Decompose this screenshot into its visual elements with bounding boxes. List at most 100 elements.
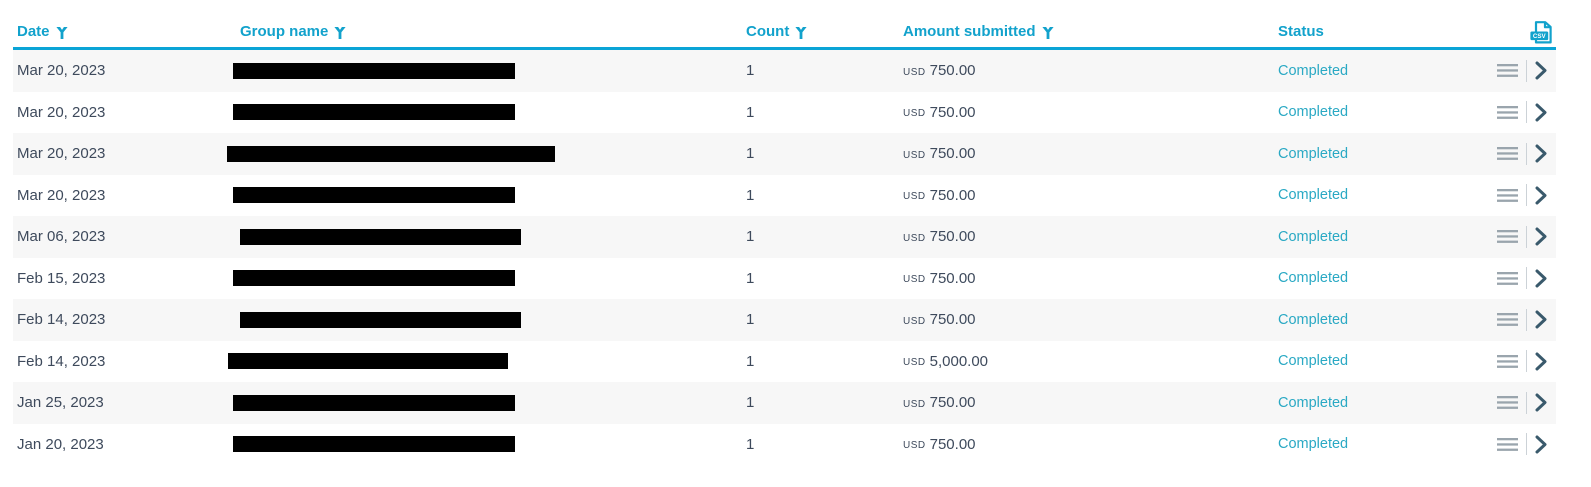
amount-submitted-cell: USD 750.00: [903, 216, 1278, 258]
column-header-count[interactable]: Count: [746, 23, 903, 47]
csv-export-button[interactable]: CSV: [1529, 20, 1553, 45]
filter-icon[interactable]: [795, 26, 807, 39]
amount-submitted-cell: USD 750.00: [903, 92, 1278, 134]
hamburger-menu-icon: [1497, 147, 1518, 161]
count-value: 1: [746, 103, 755, 121]
row-menu-button[interactable]: [1497, 146, 1518, 161]
group-name-cell: [233, 382, 746, 424]
date-cell: Mar 20, 2023: [13, 50, 240, 92]
filter-icon[interactable]: [334, 26, 346, 39]
row-expand-button[interactable]: [1535, 435, 1547, 454]
row-menu-button[interactable]: [1497, 437, 1518, 452]
chevron-right-icon: [1535, 352, 1547, 371]
redacted-group-name: [227, 145, 555, 162]
redacted-group-name: [233, 394, 515, 411]
currency-label: USD: [903, 357, 926, 369]
amount-submitted-cell: USD 750.00: [903, 258, 1278, 300]
status-cell: Completed: [1278, 382, 1460, 424]
row-menu-button[interactable]: [1497, 312, 1518, 327]
count-value: 1: [746, 394, 755, 412]
table-row: Jan 25, 2023 1 USD 750.00 Completed: [13, 382, 1556, 424]
filter-icon[interactable]: [55, 26, 68, 39]
row-expand-button[interactable]: [1535, 61, 1547, 80]
date-cell: Mar 20, 2023: [13, 175, 240, 217]
action-divider: [1526, 308, 1527, 331]
row-menu-button[interactable]: [1497, 271, 1518, 286]
status-cell: Completed: [1278, 258, 1460, 300]
chevron-right-icon: [1535, 227, 1547, 246]
date-value: Mar 20, 2023: [17, 62, 106, 80]
date-value: Mar 20, 2023: [17, 186, 106, 204]
count-cell: 1: [746, 133, 903, 175]
date-value: Feb 15, 2023: [17, 269, 106, 287]
status-badge: Completed: [1278, 104, 1349, 121]
group-name-cell: [240, 299, 746, 341]
amount-value: 750.00: [929, 228, 976, 246]
redacted-group-name: [233, 104, 515, 121]
hamburger-menu-icon: [1497, 271, 1518, 285]
column-header-group-name[interactable]: Group name: [240, 23, 746, 47]
amount-submitted-cell: USD 750.00: [903, 382, 1278, 424]
count-value: 1: [746, 228, 755, 246]
row-expand-button[interactable]: [1535, 393, 1547, 412]
amount-submitted-cell: USD 5,000.00: [903, 341, 1278, 383]
row-menu-button[interactable]: [1497, 354, 1518, 369]
row-menu-button[interactable]: [1497, 188, 1518, 203]
status-badge: Completed: [1278, 353, 1349, 370]
status-badge: Completed: [1278, 311, 1349, 328]
column-header-status: Status: [1278, 23, 1460, 47]
row-expand-button[interactable]: [1535, 310, 1547, 329]
chevron-right-icon: [1535, 393, 1547, 412]
currency-label: USD: [903, 398, 926, 410]
amount-submitted-cell: USD 750.00: [903, 299, 1278, 341]
status-badge: Completed: [1278, 62, 1349, 79]
row-expand-button[interactable]: [1535, 144, 1547, 163]
status-cell: Completed: [1278, 92, 1460, 134]
chevron-right-icon: [1535, 144, 1547, 163]
status-badge: Completed: [1278, 270, 1349, 287]
row-menu-button[interactable]: [1497, 63, 1518, 78]
column-header-amount-submitted[interactable]: Amount submitted: [903, 23, 1278, 47]
row-expand-button[interactable]: [1535, 269, 1547, 288]
row-actions-cell: [1460, 382, 1556, 424]
date-value: Jan 20, 2023: [17, 435, 104, 453]
action-divider: [1526, 101, 1527, 124]
row-actions-cell: [1460, 258, 1556, 300]
row-expand-button[interactable]: [1535, 352, 1547, 371]
action-divider: [1526, 184, 1527, 207]
chevron-right-icon: [1535, 269, 1547, 288]
hamburger-menu-icon: [1497, 105, 1518, 119]
column-header-group-name-label: Group name: [240, 23, 329, 40]
amount-value: 750.00: [929, 269, 976, 287]
hamburger-menu-icon: [1497, 230, 1518, 244]
currency-label: USD: [903, 149, 926, 161]
currency-label: USD: [903, 232, 926, 244]
row-menu-button[interactable]: [1497, 229, 1518, 244]
table-row: Mar 06, 2023 1 USD 750.00 Completed: [13, 216, 1556, 258]
row-actions-cell: [1460, 216, 1556, 258]
row-menu-button[interactable]: [1497, 395, 1518, 410]
date-value: Feb 14, 2023: [17, 352, 106, 370]
redacted-group-name: [240, 311, 521, 328]
table-row: Mar 20, 2023 1 USD 750.00 Completed: [13, 50, 1556, 92]
amount-value: 750.00: [929, 103, 976, 121]
group-name-cell: [240, 216, 746, 258]
table-body: Mar 20, 2023 1 USD 750.00 Completed: [13, 50, 1556, 465]
hamburger-menu-icon: [1497, 437, 1518, 451]
redacted-group-name: [233, 436, 515, 453]
row-expand-button[interactable]: [1535, 227, 1547, 246]
action-divider: [1526, 391, 1527, 414]
amount-value: 750.00: [929, 62, 976, 80]
date-cell: Jan 25, 2023: [13, 382, 240, 424]
amount-value: 750.00: [929, 145, 976, 163]
chevron-right-icon: [1535, 61, 1547, 80]
row-expand-button[interactable]: [1535, 186, 1547, 205]
table-row: Mar 20, 2023 1 USD 750.00 Completed: [13, 92, 1556, 134]
date-value: Jan 25, 2023: [17, 394, 104, 412]
amount-submitted-cell: USD 750.00: [903, 50, 1278, 92]
row-menu-button[interactable]: [1497, 105, 1518, 120]
filter-icon[interactable]: [1041, 26, 1054, 39]
chevron-right-icon: [1535, 186, 1547, 205]
column-header-date[interactable]: Date: [13, 23, 240, 47]
row-expand-button[interactable]: [1535, 103, 1547, 122]
